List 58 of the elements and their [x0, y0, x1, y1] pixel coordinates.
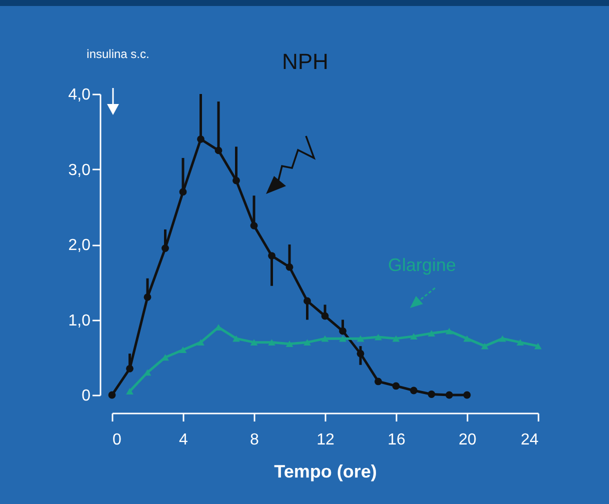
point — [304, 297, 311, 305]
y-tick-label: 3,0 — [68, 162, 91, 179]
point — [356, 335, 364, 342]
point — [410, 386, 418, 394]
point — [268, 339, 276, 346]
point — [304, 339, 311, 346]
point — [446, 391, 453, 399]
x-tick-label: 0 — [112, 432, 122, 448]
x-tick-label: 20 — [458, 432, 476, 448]
text: Glargine — [388, 255, 456, 275]
y-tick-label: 1,0 — [68, 312, 91, 330]
point — [268, 252, 276, 260]
point — [339, 327, 346, 335]
point — [286, 340, 294, 348]
point — [392, 335, 400, 342]
point — [214, 146, 222, 154]
point — [321, 335, 329, 342]
point — [428, 330, 436, 337]
point — [534, 342, 542, 350]
point — [463, 391, 471, 399]
point — [481, 342, 488, 350]
y-tick-label: 4,0 — [68, 86, 91, 104]
point — [232, 335, 240, 342]
x-tick-label: 4 — [179, 432, 188, 448]
point — [392, 382, 400, 390]
x-tick-label: 16 — [388, 432, 406, 448]
text: NPH — [282, 49, 328, 74]
y-tick-label: 2,0 — [68, 237, 91, 254]
point — [126, 388, 134, 394]
point — [144, 293, 152, 301]
point — [162, 244, 169, 252]
x-tick-label: 24 — [520, 432, 539, 448]
point — [339, 335, 346, 342]
point — [179, 188, 187, 196]
point — [321, 312, 329, 320]
point — [250, 222, 258, 230]
point — [232, 176, 240, 184]
point — [374, 334, 382, 340]
point — [463, 335, 471, 342]
y-tick-label: 0 — [82, 388, 91, 404]
point — [356, 350, 364, 358]
point — [197, 135, 204, 143]
point — [126, 364, 134, 372]
point — [374, 378, 382, 386]
point — [410, 333, 418, 340]
point — [446, 328, 453, 334]
text: insulina s.c. — [86, 47, 150, 61]
point — [250, 339, 258, 346]
point — [286, 263, 294, 271]
x-tick-label: 12 — [316, 432, 334, 448]
point — [179, 346, 187, 354]
x-axis-title: Tempo (ore) — [274, 462, 377, 482]
point — [197, 339, 204, 346]
x-tick-label: 8 — [250, 432, 260, 448]
point — [108, 391, 116, 399]
point — [516, 339, 524, 346]
point — [498, 335, 506, 342]
point — [428, 390, 436, 398]
